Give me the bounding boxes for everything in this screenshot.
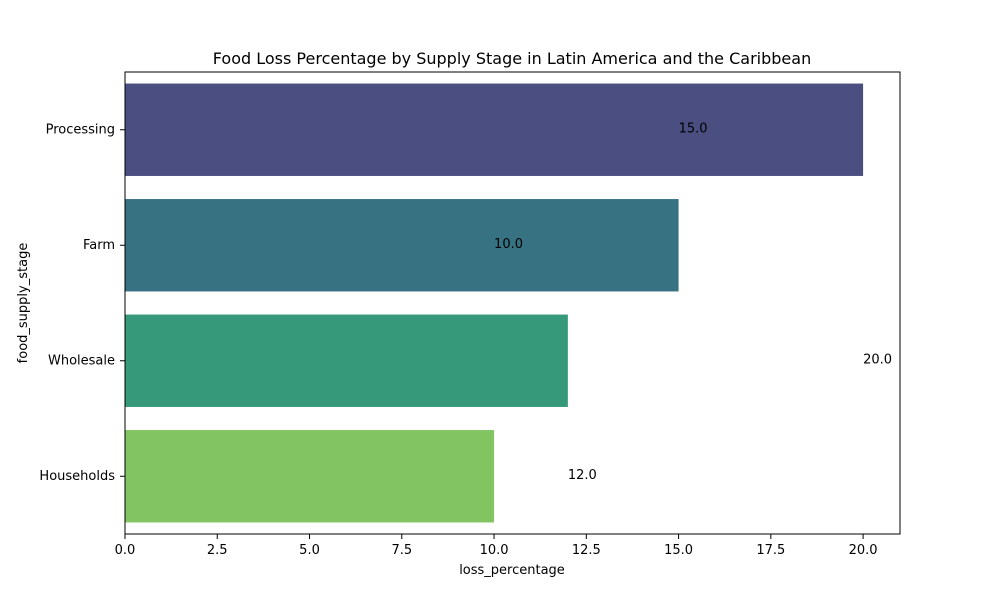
y-axis-label: food_supply_stage bbox=[16, 243, 31, 364]
x-tick-label: 10.0 bbox=[480, 543, 509, 558]
data-label: 12.0 bbox=[568, 468, 597, 483]
plot-frame bbox=[124, 71, 901, 535]
data-label: 15.0 bbox=[679, 121, 708, 136]
x-tick-label: 0.0 bbox=[115, 543, 136, 558]
bar-households bbox=[125, 430, 495, 523]
x-tick-label: 15.0 bbox=[664, 543, 693, 558]
bar-wholesale bbox=[125, 314, 568, 407]
x-axis: 0.0 2.5 5.0 7.5 10.0 12.5 15.0 17.5 20.0 bbox=[115, 534, 878, 558]
data-labels-group: 15.0 10.0 20.0 12.0 bbox=[494, 121, 892, 483]
x-tick-label: 17.5 bbox=[756, 543, 785, 558]
y-tick-label: Wholesale bbox=[48, 353, 115, 368]
x-tick-label: 2.5 bbox=[207, 543, 228, 558]
data-label: 20.0 bbox=[863, 352, 892, 367]
y-axis: Processing Farm Wholesale Households bbox=[39, 122, 125, 484]
x-tick-label: 7.5 bbox=[391, 543, 412, 558]
y-tick-label: Processing bbox=[46, 122, 115, 137]
x-axis-label: loss_percentage bbox=[459, 563, 565, 578]
bar-farm bbox=[125, 199, 679, 292]
y-tick-label: Households bbox=[39, 469, 115, 484]
chart-title: Food Loss Percentage by Supply Stage in … bbox=[213, 49, 811, 68]
x-tick-label: 5.0 bbox=[299, 543, 320, 558]
y-tick-label: Farm bbox=[83, 238, 115, 253]
bars-group bbox=[125, 83, 864, 523]
data-label: 10.0 bbox=[494, 237, 523, 252]
x-tick-label: 20.0 bbox=[849, 543, 878, 558]
x-tick-label: 12.5 bbox=[572, 543, 601, 558]
bar-processing bbox=[125, 83, 864, 176]
